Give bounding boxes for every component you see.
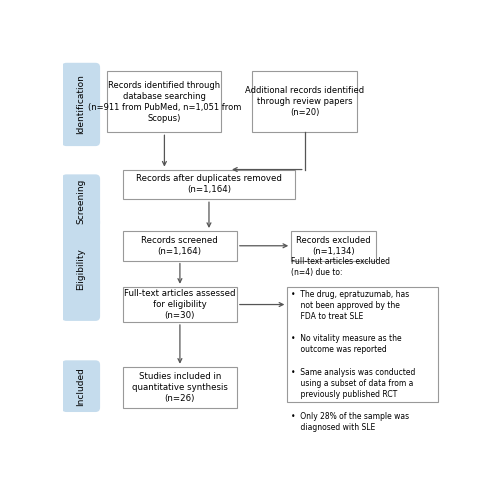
FancyBboxPatch shape: [122, 287, 237, 322]
Text: Full-text articles assessed
for eligibility
(n=30): Full-text articles assessed for eligibil…: [124, 289, 236, 320]
FancyBboxPatch shape: [62, 63, 100, 146]
Text: Additional records identified
through review papers
(n=20): Additional records identified through re…: [245, 86, 364, 117]
Text: Studies included in
quantitative synthesis
(n=26): Studies included in quantitative synthes…: [132, 371, 228, 403]
Text: Records excluded
(n=1,134): Records excluded (n=1,134): [296, 236, 371, 256]
FancyBboxPatch shape: [62, 174, 100, 228]
Text: Records after duplicates removed
(n=1,164): Records after duplicates removed (n=1,16…: [136, 174, 282, 195]
FancyBboxPatch shape: [107, 71, 222, 132]
FancyBboxPatch shape: [62, 217, 100, 321]
Text: Records identified through
database searching
(n=911 from PubMed, n=1,051 from
S: Records identified through database sear…: [88, 81, 241, 123]
Text: Included: Included: [76, 367, 86, 406]
Text: Screening: Screening: [76, 178, 86, 224]
FancyBboxPatch shape: [287, 287, 438, 402]
FancyBboxPatch shape: [122, 231, 237, 261]
FancyBboxPatch shape: [122, 170, 295, 199]
Text: Full-text articles excluded
(n=4) due to:

•  The drug, epratuzumab, has
    not: Full-text articles excluded (n=4) due to…: [291, 256, 416, 432]
FancyBboxPatch shape: [291, 231, 376, 261]
Text: Eligibility: Eligibility: [76, 248, 86, 290]
Text: Identification: Identification: [76, 74, 86, 134]
FancyBboxPatch shape: [62, 360, 100, 412]
FancyBboxPatch shape: [122, 367, 237, 408]
Text: Records screened
(n=1,164): Records screened (n=1,164): [142, 236, 218, 256]
FancyBboxPatch shape: [252, 71, 357, 132]
